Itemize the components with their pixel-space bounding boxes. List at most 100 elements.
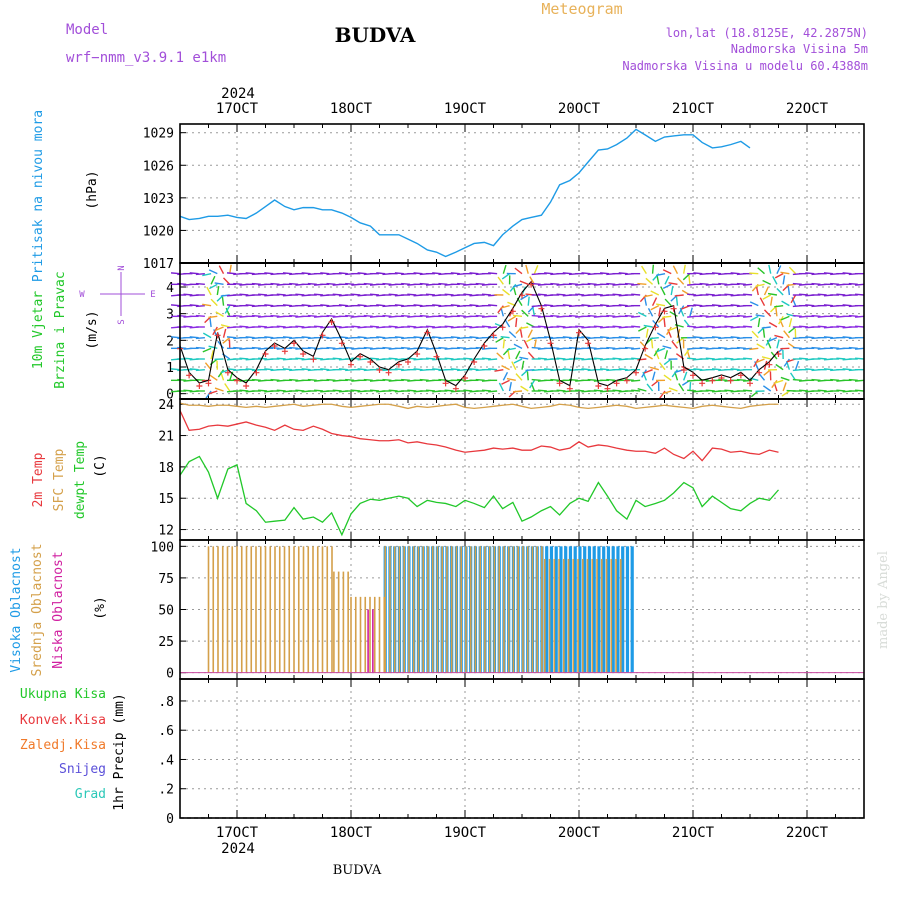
wind-arrow	[781, 390, 790, 397]
cloud-high-bar	[559, 546, 563, 673]
wind-arrow	[282, 272, 292, 275]
wind-obs-marker	[604, 385, 611, 392]
wind-arrow	[527, 351, 535, 360]
wind-arrow	[326, 314, 336, 318]
wind-arrow	[848, 282, 858, 286]
wind-arrow	[438, 346, 448, 350]
wind-arrow	[488, 272, 498, 275]
wind-arrow	[407, 293, 417, 296]
wind-arrow	[208, 390, 218, 395]
panel-4: 0 .2 .4 .6 .8	[158, 679, 865, 827]
wind-arrow	[544, 304, 554, 307]
bottom-date-label: 19OCT	[444, 825, 487, 841]
cloud-mid-bar	[577, 558, 579, 673]
wind-arrow	[662, 269, 672, 275]
wind-arrow	[763, 309, 772, 317]
wind-arrow	[644, 353, 653, 360]
wind-arrow	[258, 389, 268, 392]
wind-arrow	[498, 382, 504, 392]
wind-arrow	[649, 336, 659, 340]
wind-arrow	[202, 332, 212, 339]
wind-arrow	[511, 361, 517, 370]
wind-arrow	[320, 272, 330, 275]
wind-arrow	[618, 336, 628, 339]
cloud-mid-bar	[417, 546, 420, 673]
wind-arrow	[618, 272, 628, 275]
wind-arrow	[631, 389, 641, 392]
wind-obs-marker	[348, 361, 354, 368]
cloud-high-bar	[554, 546, 558, 673]
wind-arrow	[612, 293, 622, 296]
wind-obs-marker	[699, 380, 706, 387]
cloud-mid-bar	[321, 546, 324, 673]
wind-arrow	[295, 389, 305, 392]
wind-arrow	[562, 304, 572, 307]
wind-arrow	[444, 357, 454, 360]
cloud-mid-bar	[383, 596, 386, 673]
y-tick-label: 3	[166, 308, 174, 323]
cloud-mid-ylabel: Srednja Oblacnost	[30, 543, 45, 676]
wind-arrow	[481, 293, 491, 296]
wind-arrow	[209, 317, 212, 328]
wind-arrow	[663, 317, 666, 328]
cloud-mid-bar	[245, 546, 248, 673]
wind-arrow	[475, 314, 485, 318]
wind-arrow	[768, 264, 772, 274]
wind-arrow	[763, 286, 769, 296]
wind-arrow	[651, 264, 655, 274]
wind-arrow	[682, 273, 691, 281]
wind-obs-marker	[271, 343, 278, 349]
wind-arrow	[537, 389, 547, 392]
wind-arrow	[663, 358, 672, 366]
wind-arrow	[481, 357, 491, 360]
wind-arrow	[276, 325, 286, 328]
wind-arrow	[645, 277, 654, 285]
wind-arrow	[693, 368, 703, 371]
wind-arrow	[743, 325, 753, 328]
cloud-mid-bar	[563, 558, 565, 673]
top-date-label: 19OCT	[444, 101, 487, 117]
wind-arrow	[606, 282, 616, 286]
wind-arrow	[668, 387, 678, 392]
wind-unit: (m/s)	[85, 310, 100, 349]
wind-arrow	[351, 357, 361, 360]
cloud-mid-bar	[337, 571, 340, 673]
wind-arrow	[669, 311, 678, 317]
y-tick-label: 1	[166, 361, 174, 376]
wind-arrow	[799, 357, 809, 360]
cloud-mid-bar	[333, 571, 335, 673]
wind-obs-marker	[737, 372, 744, 379]
wind-obs-marker	[766, 361, 773, 368]
cloud-mid-bar	[431, 546, 434, 673]
wind-arrow	[854, 325, 865, 328]
wind-arrow	[531, 346, 541, 350]
wind-obs-marker	[547, 340, 554, 347]
wind-arrow	[450, 368, 460, 371]
wind-arrow	[811, 346, 821, 350]
wind-arrow	[836, 325, 846, 328]
wind-arrow	[239, 389, 249, 392]
wind-arrow	[836, 389, 846, 392]
wind-obs-marker	[595, 383, 602, 389]
wind-arrow	[780, 315, 790, 321]
cloud-mid-bar	[582, 558, 584, 673]
top-date-label: 20OCT	[558, 101, 601, 117]
wind-arrow	[699, 314, 709, 318]
cloud-high-bar	[606, 546, 611, 673]
wind-arrow	[450, 272, 460, 275]
wind-arrow	[502, 339, 505, 349]
wind-arrow	[581, 272, 591, 275]
wind-obs-marker	[519, 292, 525, 299]
wind-arrow	[282, 368, 292, 371]
wind-arrow	[805, 304, 815, 307]
panel-2: 12 15 18 21 24	[158, 398, 865, 540]
wind-arrow	[170, 368, 181, 371]
cloud-mid-bar	[347, 571, 349, 673]
wind-arrow	[550, 378, 560, 382]
wind-arrow	[515, 317, 518, 328]
wind-arrow	[662, 315, 672, 318]
wind-arrow	[736, 314, 746, 318]
wind-arrow	[817, 293, 827, 296]
wind-arrow	[783, 358, 790, 367]
y-tick-label: .8	[158, 695, 174, 710]
